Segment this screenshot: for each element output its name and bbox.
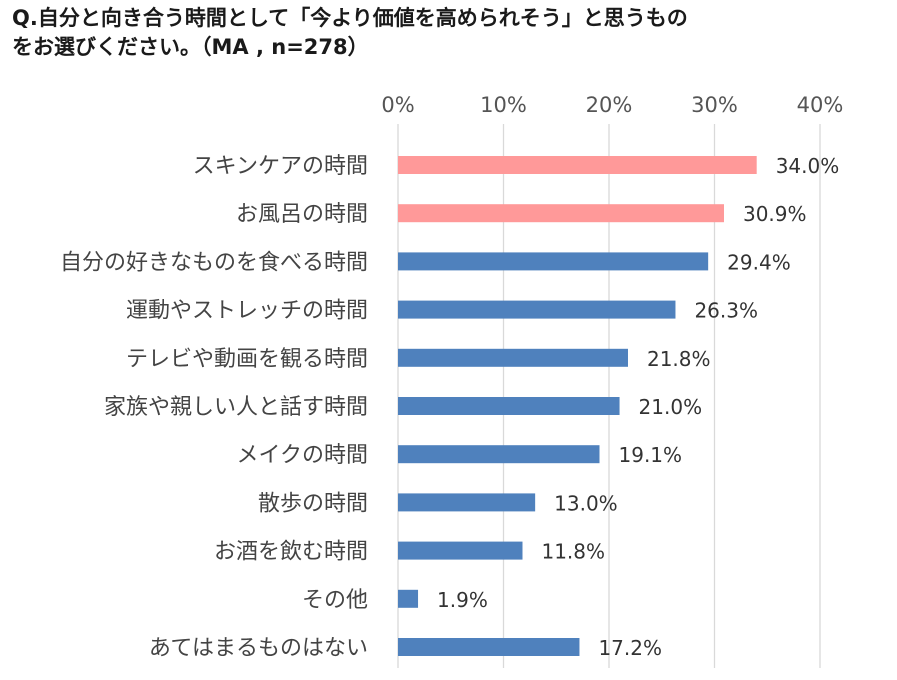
data-label: 17.2% — [598, 636, 662, 660]
data-label: 29.4% — [727, 250, 791, 274]
data-label: 30.9% — [743, 202, 807, 226]
chart-title: Q.自分と向き合う時間として「今より価値を高められそう」と思うもの をお選びくだ… — [12, 4, 887, 62]
category-label: スキンケアの時間 — [193, 154, 368, 179]
x-tick-label: 40% — [797, 93, 844, 117]
category-label: 家族や親しい人と話す時間 — [104, 395, 368, 420]
bar — [398, 252, 709, 271]
bar — [398, 300, 676, 319]
data-label: 1.9% — [437, 588, 488, 612]
data-label: 26.3% — [694, 299, 758, 323]
x-tick-label: 10% — [480, 93, 527, 117]
bar — [398, 156, 757, 174]
title-line-1: Q.自分と向き合う時間として「今より価値を高められそう」と思うもの — [12, 6, 688, 30]
bar — [398, 445, 600, 464]
data-label: 11.8% — [541, 540, 605, 564]
x-axis-ticks: 0% 10% 20% 30% 40% — [381, 93, 843, 117]
data-label: 21.8% — [647, 347, 711, 371]
category-label: 散歩の時間 — [258, 491, 368, 516]
bar — [398, 348, 628, 367]
data-label: 34.0% — [776, 154, 840, 178]
data-labels: 34.0% 30.9% 29.4% 26.3% 21.8% 21.0% 19.1%13.0%… — [437, 154, 839, 660]
category-label: 運動やストレッチの時間 — [126, 299, 368, 324]
category-labels: スキンケアの時間お風呂の時間自分の好きなものを食べる時間運動やストレッチの時間テ… — [60, 154, 368, 661]
x-tick-label: 0% — [381, 93, 414, 117]
title-line-2: をお選びください。（MA , n=278） — [12, 35, 369, 59]
category-label: テレビや動画を観る時間 — [126, 347, 368, 372]
bar — [398, 397, 620, 415]
category-label: お風呂の時間 — [236, 202, 368, 227]
data-label: 19.1% — [619, 443, 683, 467]
bars — [398, 156, 757, 656]
category-label: 自分の好きなものを食べる時間 — [60, 250, 368, 275]
bar — [398, 638, 580, 656]
x-tick-label: 30% — [691, 93, 738, 117]
bar — [398, 589, 419, 608]
bar — [398, 204, 724, 223]
category-label: メイクの時間 — [236, 443, 368, 468]
category-label: その他 — [302, 588, 368, 613]
x-tick-label: 20% — [586, 93, 633, 117]
data-label: 13.0% — [554, 491, 618, 515]
data-label: 21.0% — [639, 395, 703, 419]
category-label: お酒を飲む時間 — [214, 540, 368, 565]
bar — [398, 541, 523, 560]
bar — [398, 493, 536, 512]
category-label: あてはまるものはない — [149, 636, 368, 661]
